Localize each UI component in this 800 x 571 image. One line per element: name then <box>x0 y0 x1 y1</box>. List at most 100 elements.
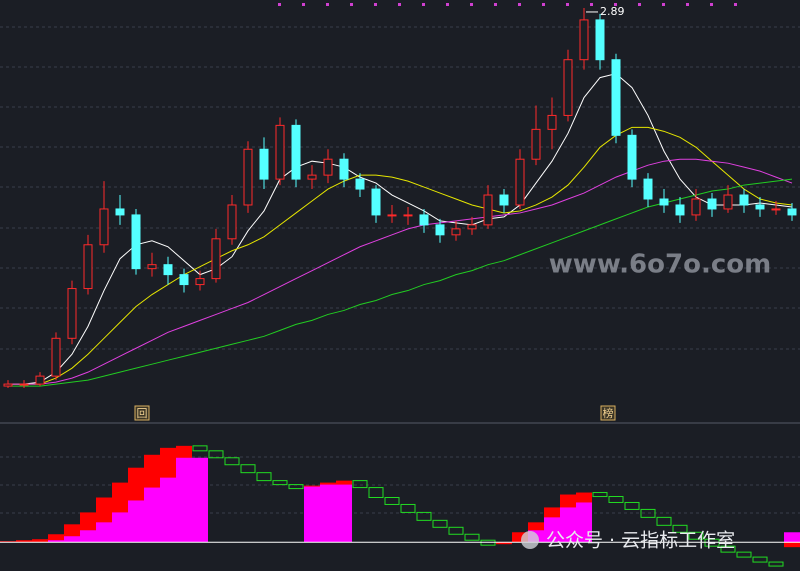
candle-body <box>499 194 509 206</box>
inner-bar <box>784 532 800 543</box>
falling-box <box>624 501 640 510</box>
signal-dot <box>662 3 665 6</box>
falling-box <box>592 492 608 498</box>
candle-body <box>307 174 317 180</box>
candle-body <box>259 148 269 180</box>
falling-box <box>352 480 368 489</box>
annotation: 回 <box>137 407 148 420</box>
watermark: www.6o7o.com <box>549 250 771 280</box>
candle-body <box>83 244 93 290</box>
candle-body <box>147 264 157 270</box>
candle-body <box>787 208 797 216</box>
price-panel: 2.89 回 榜 <box>3 3 797 421</box>
candle-body <box>243 148 253 206</box>
inner-bar <box>112 512 128 543</box>
signal-dot <box>710 3 713 6</box>
falling-box <box>288 484 304 490</box>
rising-bar <box>496 542 512 545</box>
moving-average-line <box>8 178 793 387</box>
candle-body <box>643 178 653 200</box>
candle-body <box>579 19 589 61</box>
inner-bar <box>320 484 336 543</box>
candle-body <box>131 214 141 270</box>
rising-bar <box>512 532 528 543</box>
falling-box <box>384 497 400 505</box>
footer-watermark: 公众号 · 云指标工作室 <box>546 530 735 552</box>
signal-dot <box>374 3 377 6</box>
rising-bar <box>48 534 64 543</box>
candle-body <box>339 158 349 180</box>
candle-body <box>99 208 109 246</box>
falling-box <box>208 450 224 459</box>
inner-bar <box>96 522 112 543</box>
candle-body <box>435 224 445 236</box>
falling-box <box>256 472 272 482</box>
signal-dot <box>566 3 569 6</box>
candle-body <box>163 264 173 276</box>
moving-average-line <box>8 73 793 385</box>
candle-body <box>675 204 685 216</box>
candle-body <box>371 188 381 216</box>
candle-body <box>227 204 237 240</box>
signal-dot <box>614 3 617 6</box>
candle-body <box>563 59 573 116</box>
inner-bar <box>160 477 176 543</box>
candle-body <box>611 59 621 136</box>
indicator-panel <box>0 445 800 567</box>
signal-dot <box>590 3 593 6</box>
inner-bar <box>64 536 80 543</box>
candle-body <box>451 228 461 236</box>
candle-body <box>291 124 301 180</box>
inner-bar <box>176 457 192 543</box>
candle-body <box>739 194 749 206</box>
inner-bar <box>560 507 576 543</box>
inner-bar <box>192 457 208 543</box>
signal-dot <box>398 3 401 6</box>
falling-box <box>448 526 464 535</box>
candle-body <box>179 274 189 286</box>
falling-box <box>688 531 704 540</box>
candle-body <box>419 214 429 226</box>
falling-box <box>640 508 656 518</box>
candle-body <box>211 238 221 280</box>
peak-label: 2.89 <box>600 5 625 18</box>
signal-dot <box>686 3 689 6</box>
inner-bar <box>128 500 144 543</box>
candle-body <box>483 194 493 226</box>
inner-bar <box>80 530 96 543</box>
candle-body <box>547 114 557 130</box>
falling-box <box>768 561 784 567</box>
rising-bar <box>32 539 48 543</box>
signal-dot <box>734 3 737 6</box>
signal-dot <box>326 3 329 6</box>
candle-body <box>659 198 669 206</box>
candle-body <box>19 383 29 386</box>
inner-bar <box>336 484 352 543</box>
rising-bar <box>16 540 32 543</box>
falling-box <box>464 533 480 541</box>
candle-body <box>115 208 125 216</box>
candle-body <box>627 134 637 180</box>
signal-dot <box>350 3 353 6</box>
signal-dot <box>302 3 305 6</box>
inner-bar <box>576 502 592 543</box>
falling-box <box>736 551 752 558</box>
candle-body <box>531 128 541 160</box>
candle-body <box>515 158 525 206</box>
candle-body <box>355 178 365 190</box>
falling-box <box>656 516 672 526</box>
falling-box <box>368 487 384 499</box>
candle-body <box>35 375 45 385</box>
falling-box <box>432 519 448 528</box>
falling-box <box>416 511 432 521</box>
moving-average-line <box>8 158 793 385</box>
candle-body <box>195 278 205 286</box>
candle-body <box>467 224 477 230</box>
candle-body <box>595 19 605 61</box>
candle-body <box>723 194 733 210</box>
candle-body <box>691 198 701 216</box>
inner-bar <box>544 517 560 543</box>
signal-dot <box>446 3 449 6</box>
candle-body <box>755 204 765 210</box>
